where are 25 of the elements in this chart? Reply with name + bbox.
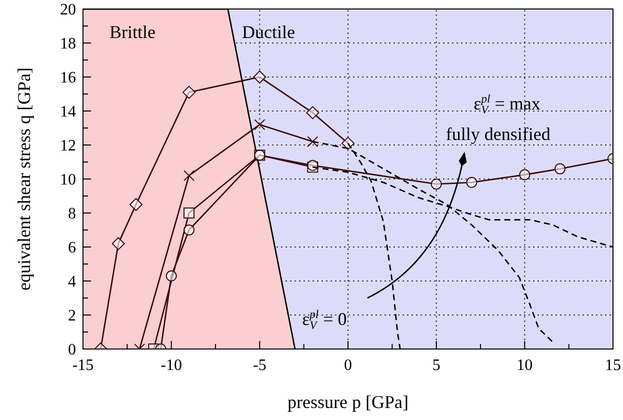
x-tick-label: -5 [253, 357, 266, 374]
annotation: Brittle [110, 22, 156, 42]
x-tick-label: -10 [160, 357, 182, 374]
y-tick-label: 10 [60, 172, 76, 188]
x-tick-label: 5 [432, 357, 440, 374]
y-tick-label: 16 [60, 70, 76, 86]
x-tick-label: 0 [344, 357, 352, 374]
x-axis-title: pressure p [GPa] [288, 392, 408, 412]
y-tick-label: 12 [60, 138, 76, 154]
y-tick-label: 6 [68, 240, 76, 256]
y-tick-label: 14 [60, 104, 76, 120]
annotation: Ductile [242, 22, 295, 42]
annotation: ε$_{V}$$^{pl}$ = 0 [302, 308, 347, 332]
y-tick-label: 0 [68, 342, 76, 358]
y-tick-label: 4 [68, 274, 76, 290]
y-tick-label: 8 [68, 206, 76, 222]
annotation: fully densified [446, 124, 550, 144]
x-tick-label: -15 [72, 357, 94, 374]
x-tick-label: 10 [516, 357, 533, 374]
annotation: ε$_{V}$$^{pl}$ = max [474, 92, 540, 116]
x-tick-label: 15 [605, 357, 621, 374]
y-tick-label: 18 [60, 36, 76, 52]
y-axis-title: equivalent shear stress q [GPa] [14, 68, 34, 290]
y-tick-label: 2 [68, 308, 76, 324]
y-tick-label: 20 [60, 2, 76, 18]
